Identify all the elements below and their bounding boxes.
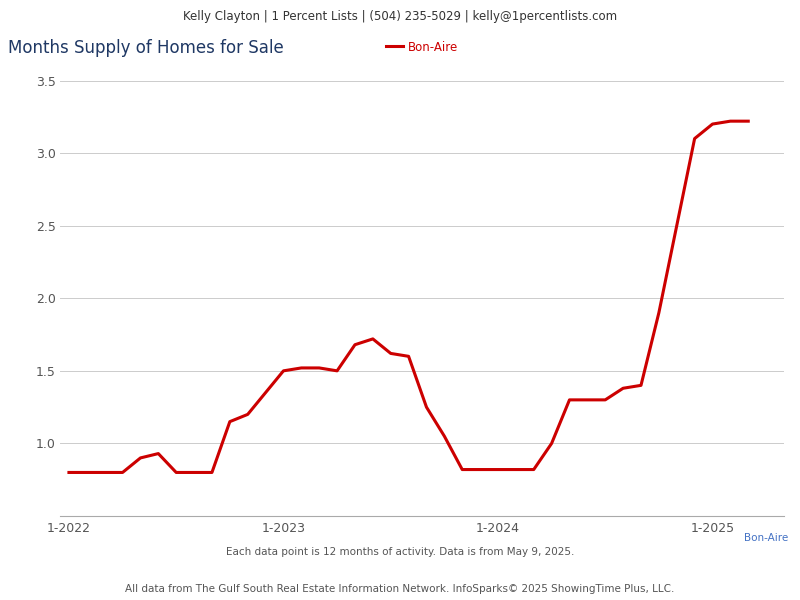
Text: All data from The Gulf South Real Estate Information Network. InfoSparks© 2025 S: All data from The Gulf South Real Estate… (126, 584, 674, 594)
Text: Each data point is 12 months of activity. Data is from May 9, 2025.: Each data point is 12 months of activity… (226, 547, 574, 557)
Text: Months Supply of Homes for Sale: Months Supply of Homes for Sale (8, 39, 284, 57)
Legend: Bon-Aire: Bon-Aire (381, 36, 463, 58)
Text: Kelly Clayton | 1 Percent Lists | (504) 235-5029 | kelly@1percentlists.com: Kelly Clayton | 1 Percent Lists | (504) … (183, 10, 617, 23)
Text: Bon-Aire: Bon-Aire (744, 533, 788, 543)
